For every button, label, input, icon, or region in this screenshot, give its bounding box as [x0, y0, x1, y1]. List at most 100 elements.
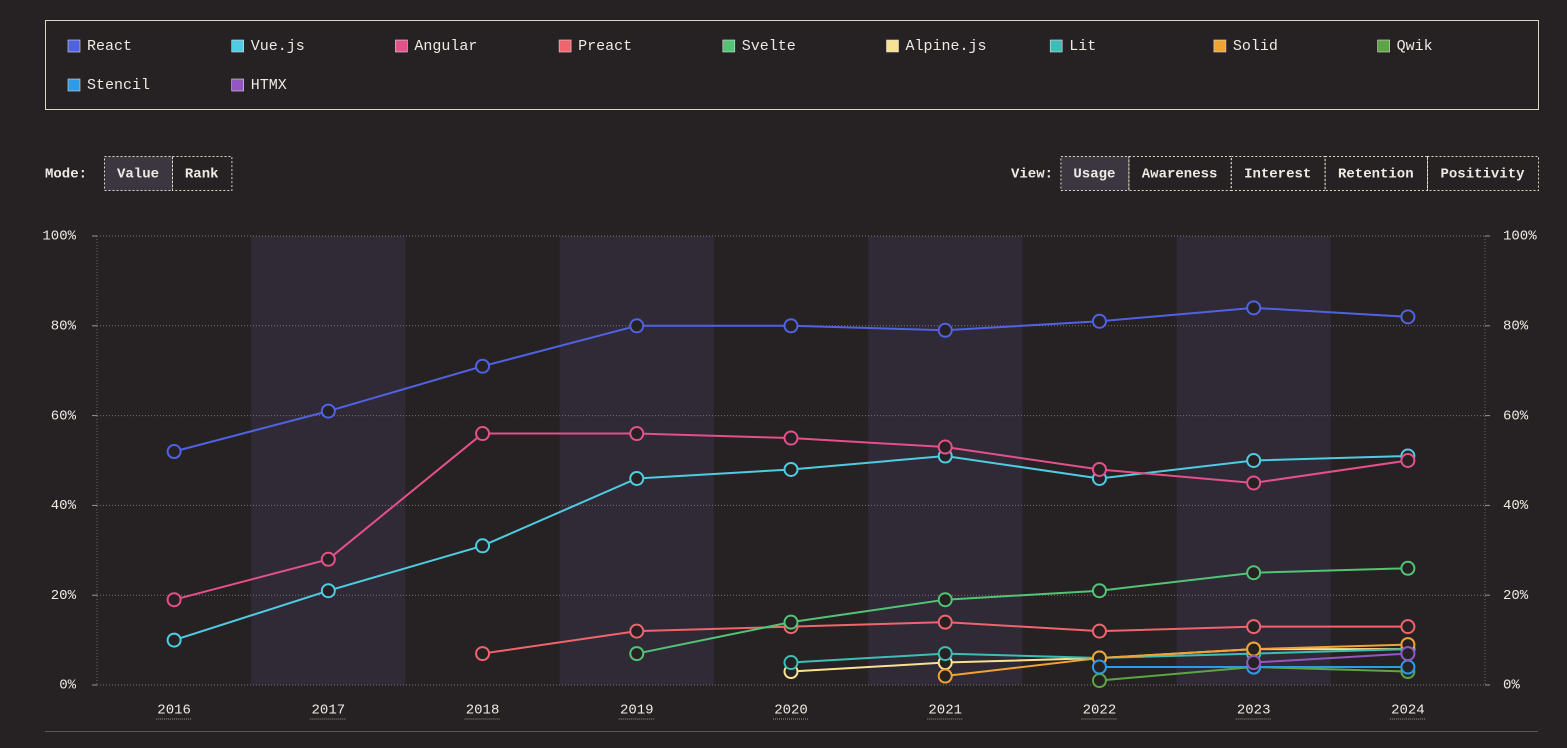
x-tick-label: 2024: [1391, 703, 1425, 719]
view-button-label[interactable]: Positivity: [1440, 167, 1525, 183]
data-point[interactable]: [1246, 641, 1262, 657]
data-point[interactable]: [320, 583, 336, 599]
legend-label[interactable]: Qwik: [1397, 38, 1433, 55]
data-point[interactable]: [937, 668, 953, 684]
y-tick-label-right: 100%: [1503, 229, 1537, 245]
data-point[interactable]: [1246, 475, 1262, 491]
data-point[interactable]: [629, 470, 645, 486]
legend-swatch[interactable]: [67, 78, 81, 92]
data-point[interactable]: [629, 318, 645, 334]
data-point[interactable]: [783, 318, 799, 334]
data-point[interactable]: [475, 358, 491, 374]
data-point[interactable]: [320, 403, 336, 419]
data-point[interactable]: [783, 614, 799, 630]
x-tick-label: 2018: [466, 703, 500, 719]
data-point[interactable]: [1246, 619, 1262, 635]
data-point[interactable]: [1091, 461, 1107, 477]
data-point[interactable]: [783, 430, 799, 446]
data-point[interactable]: [629, 623, 645, 639]
legend-swatch[interactable]: [886, 39, 899, 53]
data-point[interactable]: [1091, 659, 1107, 675]
legend-swatch[interactable]: [1213, 39, 1227, 53]
legend-label[interactable]: Angular: [414, 38, 477, 55]
data-point[interactable]: [166, 632, 182, 648]
x-tick-label: 2020: [774, 703, 808, 719]
data-point[interactable]: [1400, 560, 1416, 576]
x-tick-label: 2023: [1237, 703, 1271, 719]
legend-swatch[interactable]: [1377, 39, 1390, 53]
mode-button-label[interactable]: Rank: [185, 167, 219, 183]
legend-label[interactable]: HTMX: [251, 77, 287, 94]
data-point[interactable]: [1400, 453, 1416, 468]
legend-swatch[interactable]: [231, 39, 244, 53]
data-point[interactable]: [629, 426, 645, 442]
legend-swatch[interactable]: [231, 78, 244, 92]
x-tick-label: 2017: [312, 703, 346, 719]
legend-swatch[interactable]: [1049, 39, 1063, 53]
data-point[interactable]: [783, 461, 799, 477]
data-point[interactable]: [937, 322, 953, 338]
view-button-label[interactable]: Retention: [1338, 167, 1414, 183]
series-line: [945, 643, 1408, 678]
x-tick-label: 2022: [1083, 703, 1117, 719]
series-line: [1253, 652, 1408, 664]
legend-label[interactable]: Lit: [1069, 38, 1096, 55]
data-point[interactable]: [629, 646, 645, 662]
x-tick-label: 2016: [157, 703, 191, 719]
data-point[interactable]: [166, 444, 182, 460]
view-button-label[interactable]: Awareness: [1142, 167, 1218, 183]
view-button[interactable]: [1060, 156, 1130, 191]
legend-box: [45, 20, 1539, 110]
legend-label[interactable]: React: [87, 38, 132, 55]
y-tick-label: 40%: [51, 498, 77, 514]
data-point[interactable]: [937, 614, 953, 630]
y-tick-label: 20%: [51, 588, 77, 604]
view-button-label[interactable]: Interest: [1244, 167, 1311, 183]
legend-swatch[interactable]: [395, 39, 408, 53]
x-tick-label: 2019: [620, 703, 654, 719]
data-point[interactable]: [1246, 655, 1262, 671]
legend-swatch[interactable]: [722, 39, 736, 53]
data-point[interactable]: [166, 592, 182, 608]
mode-button-label[interactable]: Value: [117, 167, 159, 183]
legend-label[interactable]: Svelte: [742, 38, 796, 55]
data-point[interactable]: [1091, 673, 1107, 689]
view-button[interactable]: [1427, 156, 1539, 191]
data-point[interactable]: [475, 646, 491, 662]
x-tick-label: 2021: [928, 703, 962, 719]
data-point[interactable]: [1091, 623, 1107, 639]
legend-label[interactable]: Solid: [1233, 38, 1278, 55]
data-point[interactable]: [1400, 646, 1416, 662]
data-point[interactable]: [1091, 583, 1107, 599]
y-tick-label-right: 20%: [1503, 588, 1529, 604]
column-band: [559, 236, 714, 685]
y-tick-label-right: 0%: [1503, 678, 1520, 694]
legend-label[interactable]: Alpine.js: [906, 38, 987, 55]
legend-swatch[interactable]: [558, 39, 572, 53]
data-point[interactable]: [783, 655, 799, 671]
legend-label[interactable]: Vue.js: [251, 38, 305, 55]
data-point[interactable]: [1400, 619, 1416, 635]
data-point[interactable]: [1246, 565, 1262, 581]
view-label: View:: [1011, 167, 1053, 183]
data-point[interactable]: [1246, 453, 1262, 468]
data-point[interactable]: [1246, 300, 1262, 316]
data-point[interactable]: [475, 426, 491, 442]
data-point[interactable]: [1400, 659, 1416, 675]
y-tick-label: 80%: [51, 319, 77, 335]
data-point[interactable]: [475, 538, 491, 554]
data-point[interactable]: [937, 592, 953, 608]
data-point[interactable]: [1400, 309, 1416, 325]
view-button-label[interactable]: Usage: [1073, 167, 1115, 183]
y-tick-label-right: 80%: [1503, 319, 1529, 335]
mode-button[interactable]: [172, 156, 233, 191]
data-point[interactable]: [1091, 313, 1107, 329]
legend-label[interactable]: Preact: [578, 38, 632, 55]
data-point[interactable]: [937, 646, 953, 662]
legend-label[interactable]: Stencil: [87, 77, 150, 94]
data-point[interactable]: [937, 439, 953, 455]
data-point[interactable]: [320, 551, 336, 567]
mode-button[interactable]: [104, 156, 173, 191]
legend-swatch[interactable]: [67, 39, 81, 53]
